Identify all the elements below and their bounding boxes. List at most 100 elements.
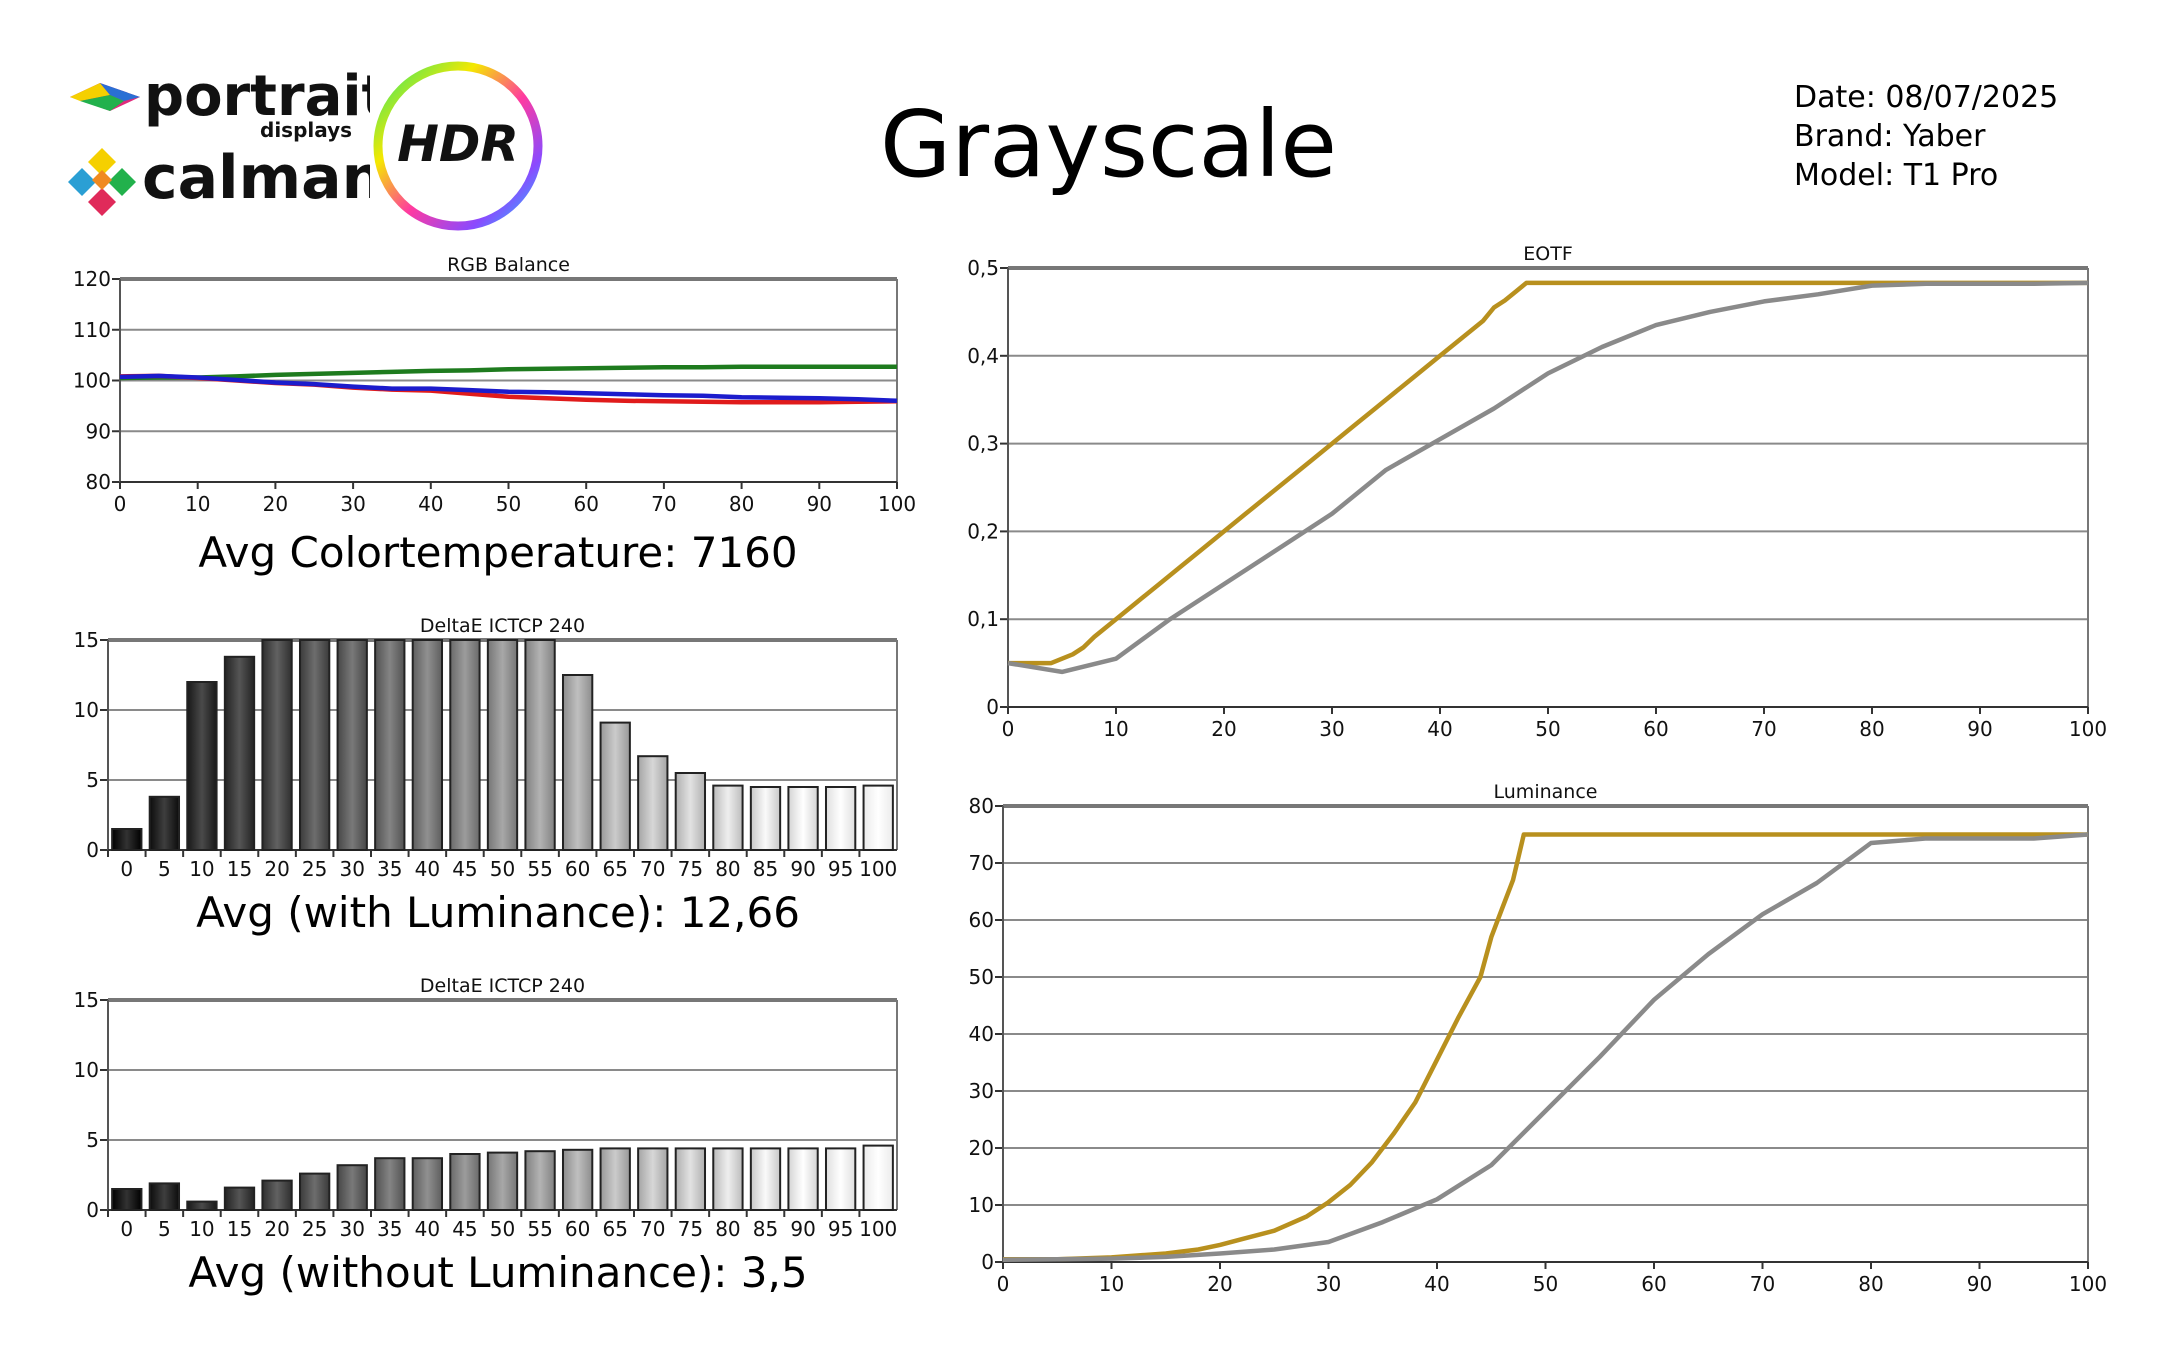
de2-xtick-label: 65 xyxy=(602,1217,627,1241)
de2-xtick-label: 15 xyxy=(227,1217,252,1241)
de1-ytick-label: 10 xyxy=(74,698,99,722)
de1-ytick-label: 5 xyxy=(86,768,99,792)
de1-xtick-label: 25 xyxy=(302,857,327,881)
rgb-xtick-label: 10 xyxy=(185,492,210,516)
de2-bar xyxy=(787,1147,819,1212)
rgb-chart: RGB Balance 80 90 100 110 120 0 10 20 30 40 50 60 70 8… xyxy=(73,254,916,516)
rgb-xtick-label: 60 xyxy=(573,492,598,516)
rgb-xtick-label: 20 xyxy=(263,492,288,516)
hdr-label: HDR xyxy=(397,115,519,173)
de1-xtick-label: 20 xyxy=(264,857,289,881)
de1-xtick-label: 50 xyxy=(490,857,515,881)
lum-xtick-label: 50 xyxy=(1533,1272,1558,1296)
eotf-ytick-label: 0,2 xyxy=(967,519,999,543)
lum-ytick-label: 10 xyxy=(969,1193,994,1217)
lum-ytick-label: 50 xyxy=(969,965,994,989)
de1-xtick-label: 95 xyxy=(828,857,853,881)
de2-bar xyxy=(336,1164,368,1211)
eotf-xtick-label: 100 xyxy=(2069,717,2107,741)
displays-wordmark: displays xyxy=(260,118,352,142)
de1-bar xyxy=(223,655,256,851)
rgb-series-line-2 xyxy=(119,373,898,404)
de2-bar xyxy=(374,1157,406,1211)
lum-ytick-label: 0 xyxy=(981,1250,994,1274)
de2-xtick-label: 5 xyxy=(158,1217,171,1241)
de1-bar xyxy=(374,639,406,851)
rgb-ytick-label: 110 xyxy=(73,318,111,342)
rgb-xtick-label: 50 xyxy=(496,492,521,516)
de2-xtick-label: 95 xyxy=(828,1217,853,1241)
de2-bar xyxy=(148,1182,181,1212)
de2-xtick-label: 55 xyxy=(527,1217,552,1241)
lum-series-line-0 xyxy=(1003,832,2088,1262)
rgb-ytick-label: 120 xyxy=(73,267,111,291)
de1-xtick-label: 30 xyxy=(339,857,364,881)
lum-xtick-label: 60 xyxy=(1641,1272,1666,1296)
eotf-ytick-label: 0,3 xyxy=(967,432,999,456)
de2-bar xyxy=(561,1148,594,1212)
rgb-xtick-label: 30 xyxy=(340,492,365,516)
de1-xtick-label: 100 xyxy=(859,857,897,881)
de1-bar xyxy=(637,755,669,852)
de2-title: DeltaE ICTCP 240 xyxy=(420,975,585,997)
de2-bar xyxy=(411,1157,444,1211)
eotf-xtick-label: 90 xyxy=(1967,717,1992,741)
de1-xtick-label: 65 xyxy=(602,857,627,881)
de2-bar xyxy=(637,1147,669,1212)
eotf-xtick-label: 30 xyxy=(1319,717,1344,741)
eotf-chart: EOTF 0 0,1 0,2 0,3 0,4 0,5 0 10 20 30 40 50 60 70 80 90 1… xyxy=(967,243,2107,741)
portrait-wordmark: portrait xyxy=(144,64,370,129)
de1-xtick-label: 75 xyxy=(678,857,703,881)
eotf-xtick-label: 10 xyxy=(1103,717,1128,741)
de1-xtick-label: 70 xyxy=(640,857,665,881)
lum-ytick-label: 30 xyxy=(969,1079,994,1103)
de2-xtick-label: 25 xyxy=(302,1217,327,1241)
lum-xtick-label: 10 xyxy=(1099,1272,1124,1296)
eotf-ytick-label: 0,4 xyxy=(967,344,999,368)
report-model: Model: T1 Pro xyxy=(1794,158,1999,193)
de1-xtick-label: 15 xyxy=(227,857,252,881)
lum-xtick-label: 100 xyxy=(2069,1272,2107,1296)
de2-bar xyxy=(186,1200,218,1211)
de2-bar xyxy=(486,1151,519,1211)
avg-without-luminance: Avg (without Luminance): 3,5 xyxy=(188,1248,808,1297)
page-title: Grayscale xyxy=(880,91,1337,198)
eotf-series-line-1 xyxy=(1007,280,2089,675)
rgb-series-line-0 xyxy=(119,364,897,381)
portrait-displays-logo: portrait displays xyxy=(70,64,370,142)
lum-ytick-label: 80 xyxy=(969,794,994,818)
rgb-ytick-label: 90 xyxy=(86,419,111,443)
hdr-ring-icon xyxy=(373,61,543,231)
calman-wordmark: calman xyxy=(142,143,370,213)
de2-ytick-label: 0 xyxy=(86,1198,99,1222)
rgb-ytick-label: 100 xyxy=(73,369,111,393)
lum-ytick-label: 40 xyxy=(969,1022,994,1046)
de1-bar xyxy=(486,639,519,851)
eotf-series-line-0 xyxy=(1008,280,2088,666)
de1-xtick-label: 85 xyxy=(753,857,778,881)
de1-bar xyxy=(261,639,293,851)
report-brand: Brand: Yaber xyxy=(1794,119,1986,154)
de2-bar xyxy=(111,1188,143,1211)
de2-bar xyxy=(261,1179,293,1211)
eotf-xtick-label: 50 xyxy=(1535,717,1560,741)
eotf-ytick-label: 0,1 xyxy=(967,607,999,631)
report-date: Date: 08/07/2025 xyxy=(1794,80,2059,115)
rgb-xtick-label: 70 xyxy=(651,492,676,516)
de2-xtick-label: 35 xyxy=(377,1217,402,1241)
de2-xtick-label: 0 xyxy=(120,1217,133,1241)
lum-xtick-label: 70 xyxy=(1750,1272,1775,1296)
de2-xtick-label: 20 xyxy=(264,1217,289,1241)
de1-xtick-label: 35 xyxy=(377,857,402,881)
report-metadata: Date: 08/07/2025 Brand: Yaber Model: T1 … xyxy=(1794,78,2058,195)
de1-chart: DeltaE ICTCP 240 0 5 10 15 0 5 10 15 20 25 30 35 40 45… xyxy=(74,615,898,881)
lum-xtick-label: 90 xyxy=(1967,1272,1992,1296)
de2-xtick-label: 45 xyxy=(452,1217,477,1241)
de1-bar xyxy=(674,772,707,851)
de1-xtick-label: 90 xyxy=(790,857,815,881)
de1-bar xyxy=(111,828,143,851)
de1-xtick-label: 60 xyxy=(565,857,590,881)
de2-chart: DeltaE ICTCP 240 0 5 10 15 0 5 10 15 20 25 30 35 40 45… xyxy=(74,975,898,1241)
de2-xtick-label: 85 xyxy=(753,1217,778,1241)
